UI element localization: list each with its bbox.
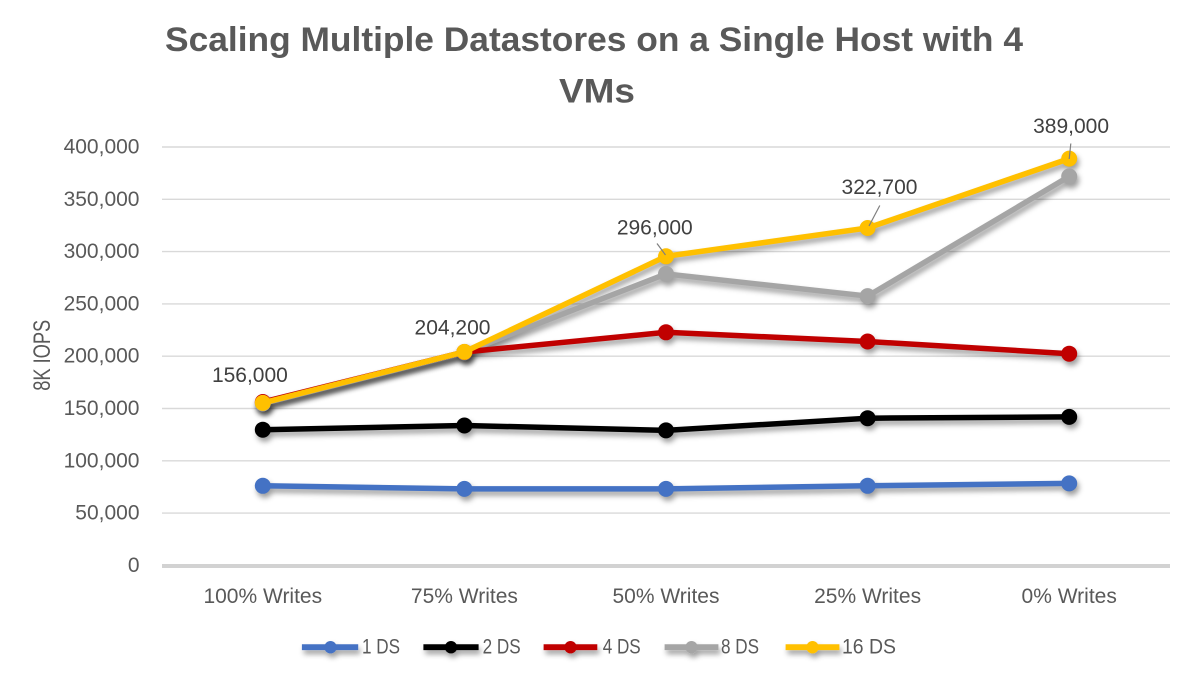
svg-text:322,700: 322,700 — [842, 176, 918, 199]
svg-text:100% Writes: 100% Writes — [203, 585, 322, 608]
svg-text:4 DS: 4 DS — [603, 636, 641, 659]
svg-text:16 DS: 16 DS — [842, 636, 896, 659]
svg-text:8 DS: 8 DS — [721, 636, 759, 659]
svg-text:0: 0 — [128, 554, 140, 577]
svg-text:400,000: 400,000 — [64, 136, 140, 159]
svg-text:204,200: 204,200 — [415, 317, 491, 340]
svg-text:350,000: 350,000 — [64, 188, 140, 211]
svg-text:296,000: 296,000 — [617, 216, 693, 239]
svg-text:2 DS: 2 DS — [483, 636, 521, 659]
svg-text:VMs: VMs — [559, 73, 635, 111]
svg-text:150,000: 150,000 — [64, 397, 140, 420]
svg-text:50,000: 50,000 — [75, 502, 139, 525]
svg-text:300,000: 300,000 — [64, 240, 140, 263]
svg-text:250,000: 250,000 — [64, 292, 140, 315]
svg-text:156,000: 156,000 — [212, 364, 288, 387]
svg-text:1 DS: 1 DS — [362, 636, 400, 659]
svg-text:Scaling Multiple Datastores on: Scaling Multiple Datastores on a Single … — [165, 21, 1023, 59]
svg-text:389,000: 389,000 — [1033, 115, 1109, 138]
svg-text:25% Writes: 25% Writes — [814, 585, 921, 608]
svg-text:50% Writes: 50% Writes — [613, 585, 720, 608]
svg-text:8K IOPS: 8K IOPS — [29, 320, 56, 391]
svg-text:75% Writes: 75% Writes — [411, 585, 518, 608]
svg-text:200,000: 200,000 — [64, 345, 140, 368]
svg-text:0% Writes: 0% Writes — [1022, 585, 1117, 608]
svg-text:100,000: 100,000 — [64, 449, 140, 472]
